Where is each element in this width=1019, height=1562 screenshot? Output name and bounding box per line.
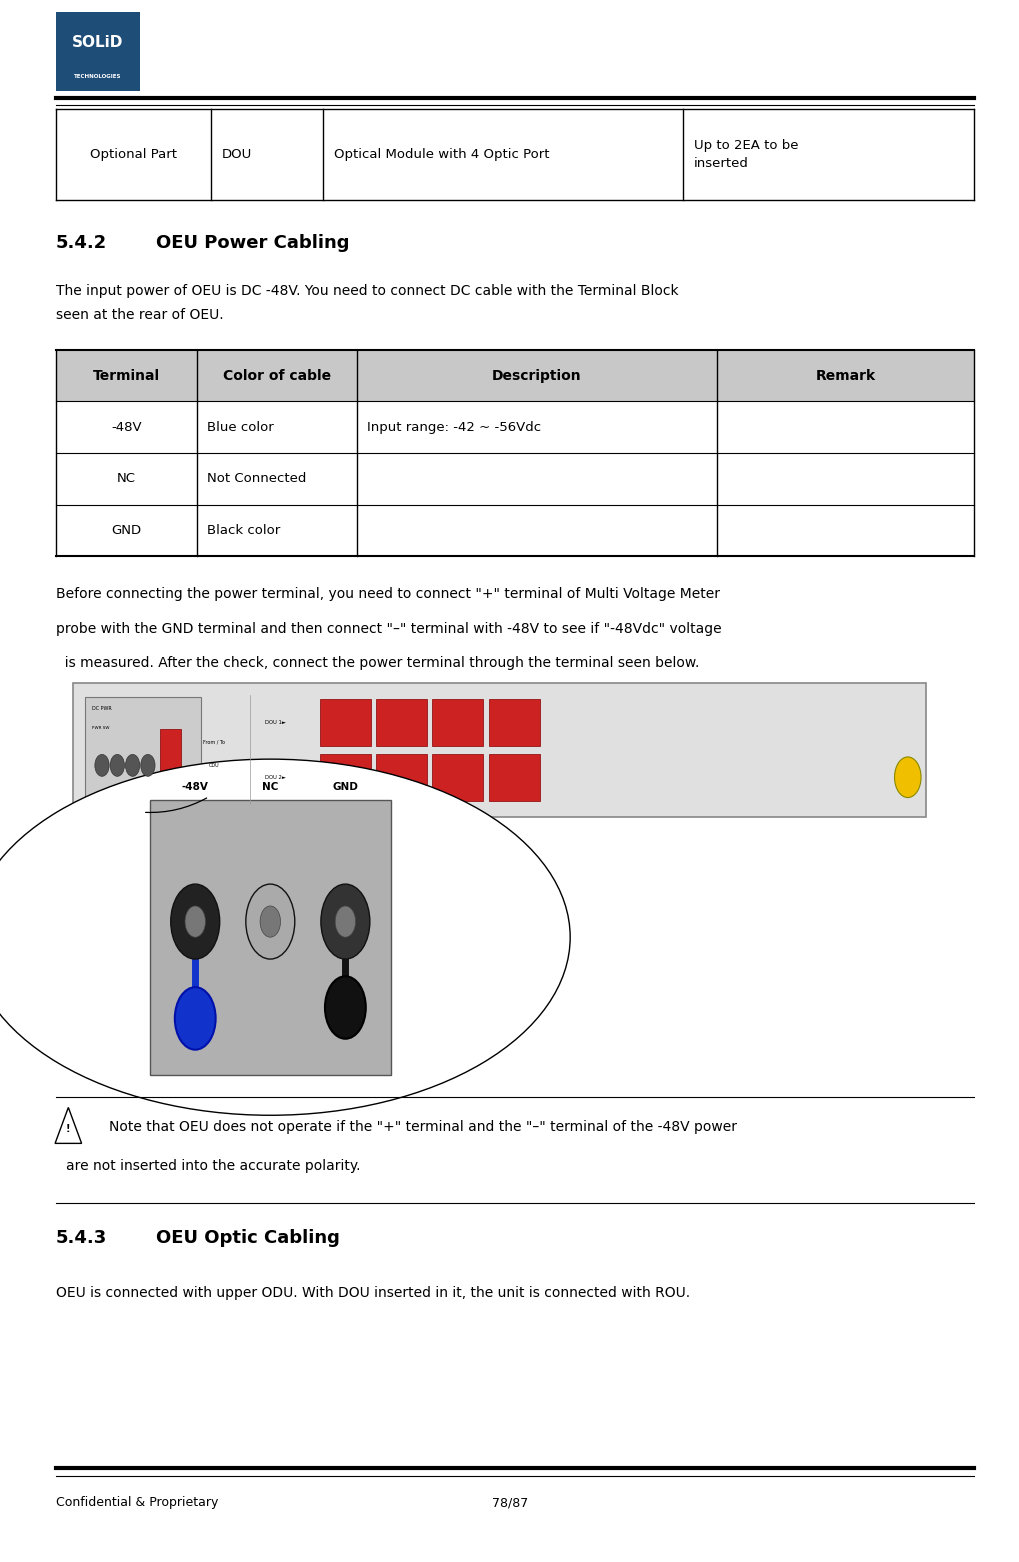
Text: OEU is connected with upper ODU. With DOU inserted in it, the unit is connected : OEU is connected with upper ODU. With DO… xyxy=(56,1286,690,1300)
Ellipse shape xyxy=(0,759,570,1115)
FancyBboxPatch shape xyxy=(160,729,180,795)
Text: -48V: -48V xyxy=(181,783,209,792)
FancyArrowPatch shape xyxy=(146,798,207,812)
Text: 5.4.2: 5.4.2 xyxy=(56,234,107,253)
Text: CDU: CDU xyxy=(209,762,219,769)
Text: GND: GND xyxy=(111,523,142,537)
Text: From / To: From / To xyxy=(203,739,225,745)
Text: NC: NC xyxy=(117,472,136,486)
Text: probe with the GND terminal and then connect "–" terminal with -48V to see if "-: probe with the GND terminal and then con… xyxy=(56,622,721,636)
Text: Input range: -42 ~ -56Vdc: Input range: -42 ~ -56Vdc xyxy=(367,420,541,434)
Circle shape xyxy=(260,906,280,937)
Text: Color of cable: Color of cable xyxy=(222,369,331,383)
Text: The input power of OEU is DC -48V. You need to connect DC cable with the Termina: The input power of OEU is DC -48V. You n… xyxy=(56,284,678,322)
Text: !: ! xyxy=(66,1125,70,1134)
Circle shape xyxy=(174,987,215,1050)
FancyBboxPatch shape xyxy=(320,754,371,801)
FancyBboxPatch shape xyxy=(320,698,371,745)
FancyBboxPatch shape xyxy=(432,698,483,745)
Circle shape xyxy=(125,754,140,776)
Text: Blue color: Blue color xyxy=(207,420,273,434)
Text: Optional Part: Optional Part xyxy=(90,148,177,161)
FancyBboxPatch shape xyxy=(488,698,539,745)
Text: Note that OEU does not operate if the "+" terminal and the "–" terminal of the -: Note that OEU does not operate if the "+… xyxy=(109,1120,737,1134)
Circle shape xyxy=(110,754,124,776)
FancyBboxPatch shape xyxy=(488,754,539,801)
Circle shape xyxy=(184,906,205,937)
FancyBboxPatch shape xyxy=(56,350,973,401)
Text: OEU Optic Cabling: OEU Optic Cabling xyxy=(156,1229,339,1248)
FancyBboxPatch shape xyxy=(85,697,201,803)
Text: Optical Module with 4 Optic Port: Optical Module with 4 Optic Port xyxy=(333,148,548,161)
Circle shape xyxy=(170,884,219,959)
Circle shape xyxy=(325,976,366,1039)
FancyBboxPatch shape xyxy=(432,754,483,801)
Polygon shape xyxy=(55,1107,82,1143)
Text: 78/87: 78/87 xyxy=(491,1496,528,1509)
Text: DC PWR: DC PWR xyxy=(92,706,111,711)
Text: is measured. After the check, connect the power terminal through the terminal se: is measured. After the check, connect th… xyxy=(56,656,699,670)
Text: OEU Power Cabling: OEU Power Cabling xyxy=(156,234,350,253)
Circle shape xyxy=(246,884,294,959)
Text: SOLiD: SOLiD xyxy=(72,34,123,50)
Text: TECHNOLOGIES: TECHNOLOGIES xyxy=(74,73,121,80)
Text: DOU: DOU xyxy=(221,148,252,161)
Text: Description: Description xyxy=(492,369,581,383)
Text: Up to 2EA to be
inserted: Up to 2EA to be inserted xyxy=(693,139,797,170)
Text: 5.4.3: 5.4.3 xyxy=(56,1229,107,1248)
Text: PWR SW: PWR SW xyxy=(92,726,109,731)
FancyBboxPatch shape xyxy=(73,683,925,817)
Text: DOU 2►: DOU 2► xyxy=(265,775,285,779)
FancyBboxPatch shape xyxy=(376,698,427,745)
Circle shape xyxy=(321,884,370,959)
Text: Confidential & Proprietary: Confidential & Proprietary xyxy=(56,1496,218,1509)
FancyBboxPatch shape xyxy=(150,800,390,1075)
Circle shape xyxy=(141,754,155,776)
Text: Terminal: Terminal xyxy=(93,369,160,383)
Text: are not inserted into the accurate polarity.: are not inserted into the accurate polar… xyxy=(66,1159,361,1173)
Text: Not Connected: Not Connected xyxy=(207,472,306,486)
FancyBboxPatch shape xyxy=(376,754,427,801)
Text: -48V: -48V xyxy=(111,420,142,434)
Text: Black color: Black color xyxy=(207,523,280,537)
Text: DOU 1►: DOU 1► xyxy=(265,720,285,725)
Text: Remark: Remark xyxy=(815,369,874,383)
FancyBboxPatch shape xyxy=(56,12,140,91)
Circle shape xyxy=(335,906,356,937)
Text: GND: GND xyxy=(332,783,358,792)
Circle shape xyxy=(95,754,109,776)
Text: Before connecting the power terminal, you need to connect "+" terminal of Multi : Before connecting the power terminal, yo… xyxy=(56,587,719,601)
Circle shape xyxy=(894,758,920,798)
Text: NC: NC xyxy=(262,783,278,792)
